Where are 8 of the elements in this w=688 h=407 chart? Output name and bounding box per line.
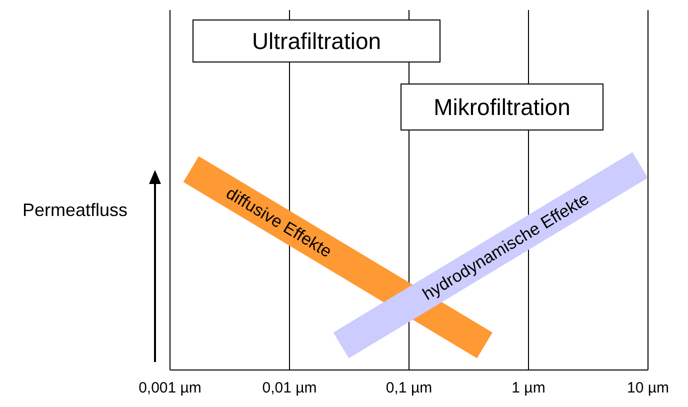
text: Ultrafiltration <box>252 28 382 54</box>
y-axis-title: Permeatfluss <box>22 200 128 220</box>
text: Mikrofiltration <box>434 94 570 120</box>
x-tick-label: 1 µm <box>512 380 546 397</box>
x-tick-label: 0,1 µm <box>386 380 432 397</box>
x-tick-label: 0,01 µm <box>262 380 317 397</box>
x-tick-label: 0,001 µm <box>138 380 202 397</box>
x-tick-label: 10 µm <box>627 380 669 397</box>
